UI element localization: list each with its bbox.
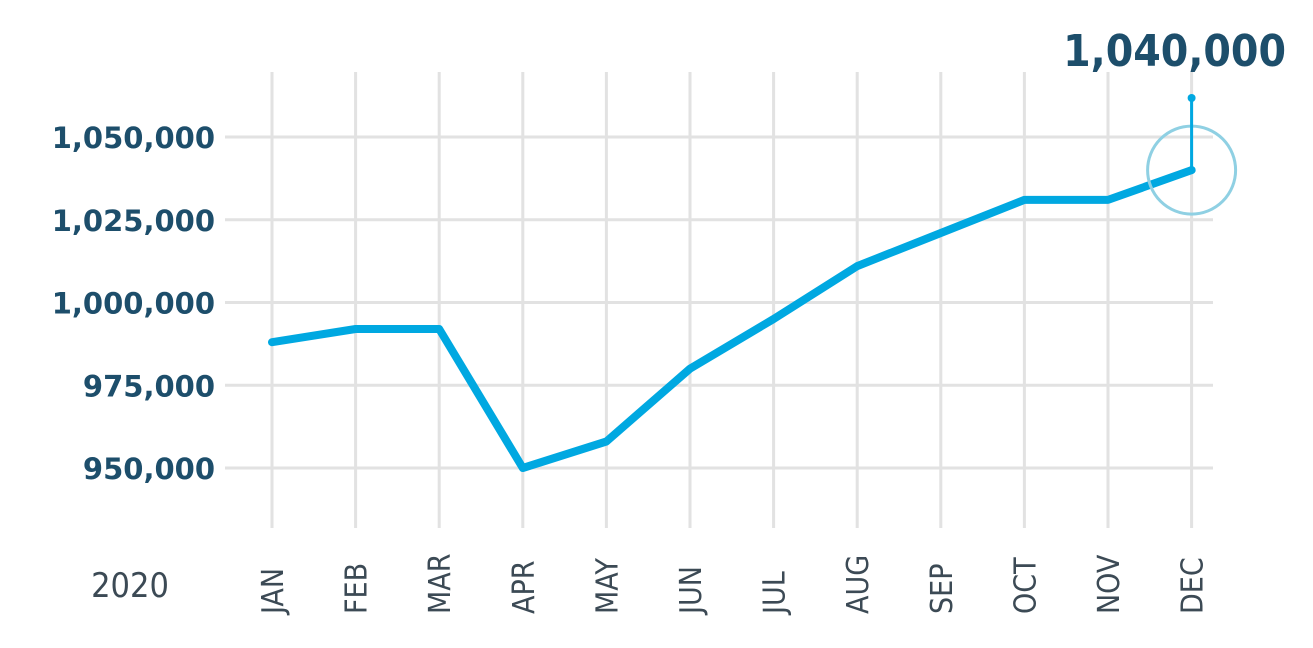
y-tick-label: 1,050,000 <box>52 121 215 155</box>
y-tick-label: 975,000 <box>83 369 215 403</box>
callout-dot <box>1187 94 1196 102</box>
x-tick-label: AUG <box>841 555 876 614</box>
annotation-group: 1,040,000 <box>1063 26 1286 216</box>
x-tick-label: MAY <box>590 558 625 614</box>
x-tick-label: FEB <box>340 563 375 614</box>
y-axis-tick-labels: 950,000 975,000 1,000,000 1,025,000 1,050,00… <box>52 121 215 486</box>
y-tick-label: 950,000 <box>83 452 215 486</box>
y-tick-label: 1,025,000 <box>52 204 215 238</box>
x-tick-label: NOV <box>1092 554 1127 614</box>
year-label: 2020 <box>91 566 169 606</box>
x-tick-label: MAR <box>423 554 458 615</box>
x-tick-label: JUN <box>674 566 709 616</box>
horizontal-gridlines <box>225 135 1213 470</box>
x-tick-label: SEP <box>925 564 960 614</box>
x-tick-label: APR <box>507 561 542 614</box>
series-group <box>268 166 1196 472</box>
x-tick-label: JAN <box>256 568 291 616</box>
vertical-gridlines <box>270 72 1194 528</box>
y-tick-label: 1,000,000 <box>52 287 215 321</box>
x-tick-label: DEC <box>1176 557 1211 614</box>
data-point-marker <box>1187 166 1196 175</box>
series-line <box>268 166 1196 472</box>
annotation-label: 1,040,000 <box>1063 26 1286 77</box>
x-tick-label: JUL <box>758 571 793 616</box>
x-tick-label: OCT <box>1008 557 1043 614</box>
x-axis-tick-labels: JAN FEB MAR APR MAY JUN JUL AUG SEP OCT NOV DEC <box>256 554 1211 617</box>
